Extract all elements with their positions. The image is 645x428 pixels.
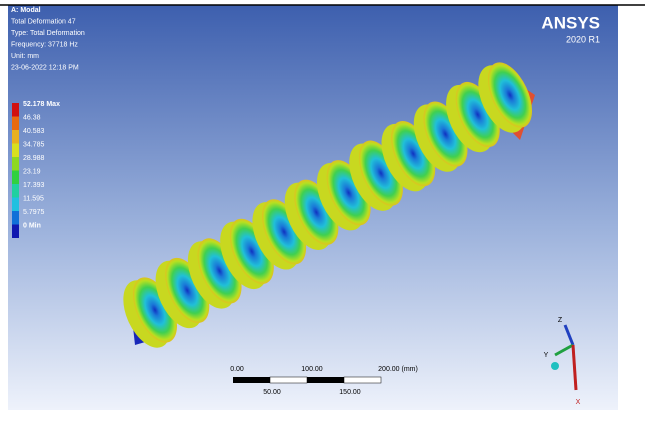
header-line: Total Deformation 47 — [11, 18, 76, 25]
legend-swatch — [12, 103, 19, 117]
legend-label: 0 Min — [23, 222, 41, 229]
legend-swatch — [12, 130, 19, 144]
legend-swatch — [12, 225, 19, 239]
scale-label: 200.00 (mm) — [378, 366, 418, 373]
triad-origin — [551, 362, 559, 370]
ansys-viewport: A: Modal Total Deformation 47 Type: Total … — [0, 0, 645, 423]
analysis-title: A: Modal — [11, 7, 41, 14]
triad-label: X — [576, 399, 581, 406]
legend-swatch — [12, 198, 19, 212]
header-line: Frequency: 37718 Hz — [11, 41, 78, 48]
triad-label: Y — [544, 352, 549, 359]
legend-swatch — [12, 117, 19, 131]
header-line: 23-06-2022 12:18 PM — [11, 64, 79, 71]
legend-label: 11.595 — [23, 195, 44, 202]
legend-swatch — [12, 211, 19, 225]
logo-version: 2020 R1 — [566, 34, 600, 44]
header-line: Type: Total Deformation — [11, 30, 85, 37]
scale-seg — [270, 377, 307, 383]
legend-swatch — [12, 157, 19, 171]
scale-label: 50.00 — [263, 389, 281, 396]
legend-label: 40.583 — [23, 128, 45, 135]
triad-label: Z — [558, 317, 563, 324]
legend-swatch — [12, 144, 19, 158]
header-line: Unit: mm — [11, 53, 39, 60]
legend-label: 34.785 — [23, 141, 45, 148]
legend-swatch — [12, 171, 19, 185]
scale-seg — [233, 377, 270, 383]
scale-seg — [307, 377, 344, 383]
legend-swatch — [12, 184, 19, 198]
legend-label: 5.7975 — [23, 209, 45, 216]
scale-label: 100.00 — [301, 366, 323, 373]
legend-label: 46.38 — [23, 114, 41, 121]
legend-label: 28.988 — [23, 155, 45, 162]
scale-seg — [344, 377, 381, 383]
scale-label: 0.00 — [230, 366, 244, 373]
legend-label: 52.178 Max — [23, 101, 60, 108]
legend-label: 17.393 — [23, 182, 45, 189]
logo-name: ANSYS — [541, 13, 600, 32]
legend-label: 23.19 — [23, 168, 41, 175]
scale-label: 150.00 — [339, 389, 361, 396]
